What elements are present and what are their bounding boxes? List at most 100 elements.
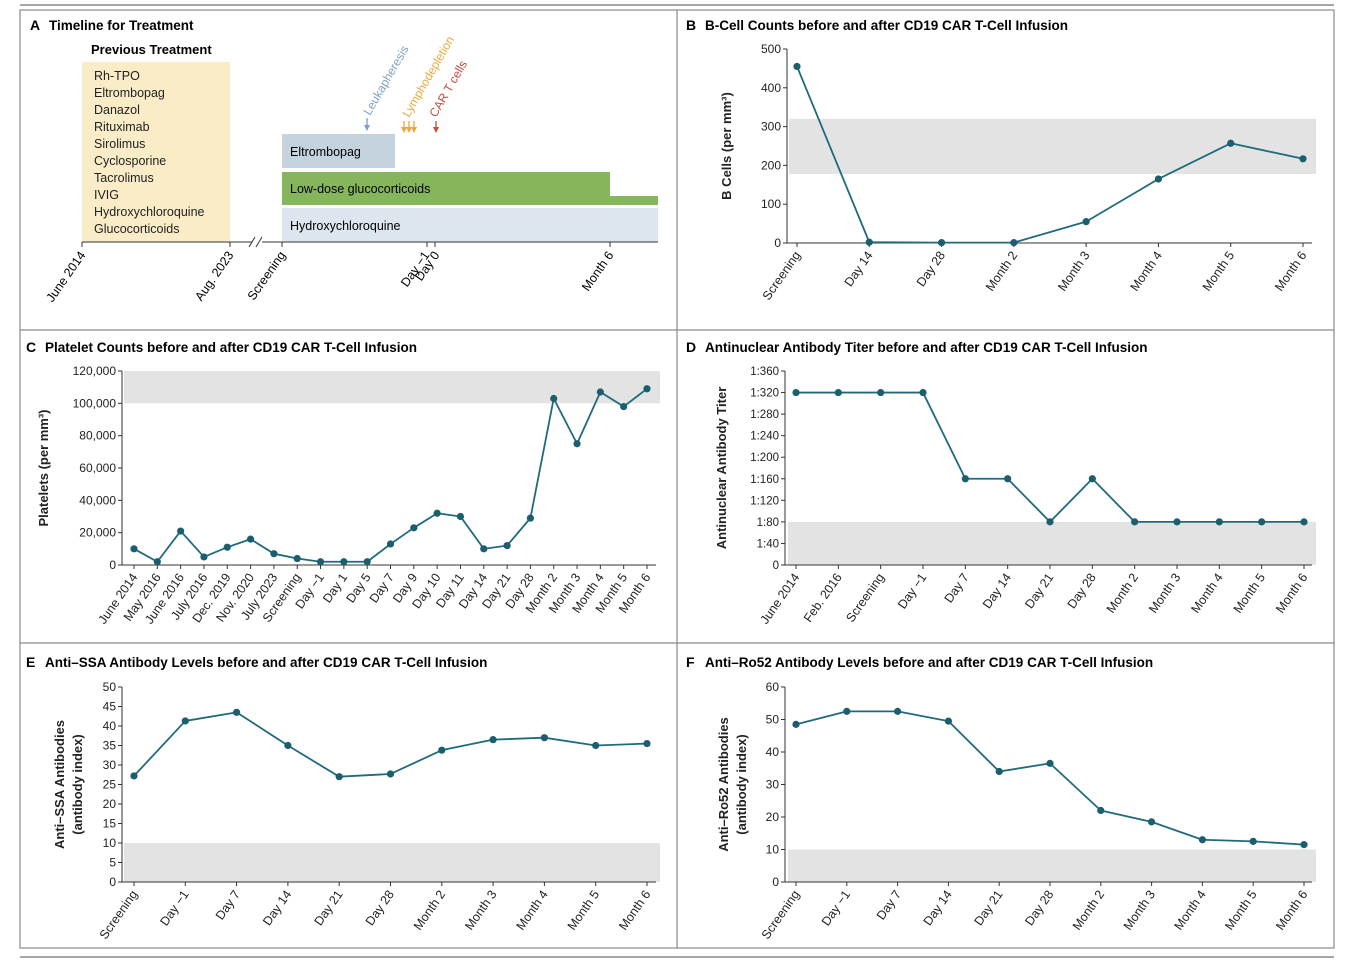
- data-point: [270, 550, 278, 558]
- y-tick-label: 300: [761, 120, 781, 134]
- y-tick-label: 1:120: [750, 495, 779, 507]
- y-axis-label: Platelets (per mm³): [36, 409, 51, 526]
- data-point: [1097, 806, 1105, 815]
- previous-treatment-item: Sirolimus: [94, 137, 145, 151]
- y-tick-label: 0: [772, 875, 779, 889]
- data-point: [843, 707, 851, 715]
- data-point: [620, 402, 628, 411]
- x-tick-label: Month 6: [1272, 249, 1309, 294]
- car-t-arrow: [433, 121, 439, 133]
- x-tick-label: Day −1: [157, 888, 191, 929]
- data-point: [386, 770, 395, 778]
- data-point: [335, 773, 343, 781]
- previous-treatment-list: Rh-TPO Eltrombopag Danazol Rituximab Sir…: [94, 69, 205, 236]
- timeline-ticks: [81, 242, 611, 247]
- timeline-label: Aug. 2023: [192, 249, 236, 304]
- y-tick-label: 10: [103, 836, 117, 850]
- x-tick-label: Day 14: [260, 888, 294, 929]
- x-tick-label: Month 4: [1171, 888, 1208, 933]
- x-tick-label: Month 3: [1146, 571, 1183, 616]
- x-tick-label: Month 4: [1128, 249, 1165, 294]
- data-point: [1300, 518, 1308, 526]
- x-tick-label: Day 14: [921, 888, 955, 929]
- x-tick-label: Day 14: [980, 571, 1014, 612]
- series-line: [796, 66, 1304, 244]
- data-point: [834, 388, 842, 397]
- panel-d-title: Antinuclear Antibody Titer before and af…: [705, 340, 1148, 355]
- data-point: [877, 388, 885, 397]
- y-tick-label: 45: [103, 700, 117, 714]
- y-tick-label: 40: [766, 745, 780, 759]
- data-point: [961, 475, 969, 483]
- data-point: [410, 524, 418, 532]
- panel-b-letter: B: [686, 17, 696, 33]
- data-point: [340, 558, 348, 566]
- data-point: [223, 543, 231, 551]
- data-point: [1198, 836, 1206, 844]
- y-tick-label: 0: [109, 558, 116, 572]
- y-tick-label: 60,000: [79, 461, 116, 475]
- y-axis-label-units: (antibody index): [70, 734, 85, 834]
- data-point: [438, 746, 446, 754]
- lymphodepletion-arrows: [401, 121, 417, 133]
- data-point: [995, 767, 1003, 776]
- data-point: [1046, 759, 1054, 767]
- panel-d-letter: D: [686, 339, 696, 355]
- data-point: [153, 558, 161, 566]
- data-point: [894, 707, 902, 715]
- y-tick-label: 1:240: [750, 431, 779, 443]
- reference-range-band: [788, 521, 1316, 565]
- timeline-tick-labels: June 2014 Aug. 2023 Screening Day −1 Day…: [43, 249, 616, 305]
- data-point: [573, 440, 581, 448]
- y-tick-label: 10: [766, 843, 780, 857]
- data-point: [1299, 155, 1307, 163]
- data-point: [1010, 239, 1018, 247]
- y-tick-label: 5: [109, 856, 116, 870]
- data-point: [1249, 837, 1257, 845]
- data-point: [1300, 841, 1308, 849]
- panel-a-title: Timeline for Treatment: [49, 18, 194, 33]
- anti-ssa-chart: 0 5 10 15 20 25 30 35 40 45 50 Anti–SSA Antibodies(…: [52, 680, 660, 942]
- y-tick-label: 35: [103, 739, 117, 753]
- data-point: [181, 717, 189, 725]
- x-tick-label: Month 2: [983, 249, 1020, 294]
- hydroxychloroquine-bar-label: Hydroxychloroquine: [290, 219, 401, 233]
- data-point: [363, 558, 371, 566]
- y-tick-label: 200: [761, 158, 781, 172]
- data-point: [130, 545, 138, 553]
- data-point: [200, 553, 208, 561]
- x-tick-label: Day −1: [819, 888, 853, 929]
- x-tick-label: Feb. 2016: [801, 571, 845, 625]
- y-axis-label: Anti–SSA Antibodies: [52, 720, 67, 849]
- anti-ro52-chart: 0 10 20 30 40 50 60 Anti–Ro52 Antibodies (antibo…: [716, 680, 1316, 942]
- y-tick-label: 40: [103, 719, 117, 733]
- y-tick-label: 40,000: [79, 493, 116, 507]
- glucocorticoid-bar-label: Low-dose glucocorticoids: [290, 182, 430, 196]
- panel-f-title: Anti–Ro52 Antibody Levels before and aft…: [705, 655, 1153, 670]
- y-axis-label-units: (antibody index): [734, 734, 749, 834]
- data-point: [1227, 139, 1235, 147]
- y-tick-label: 50: [103, 680, 117, 694]
- x-tick-label: Screening: [760, 249, 804, 303]
- leukapheresis-arrow: [364, 118, 370, 131]
- x-tick-label: Day 21: [311, 888, 345, 929]
- data-point: [433, 509, 441, 517]
- data-point: [596, 388, 604, 396]
- data-point: [386, 540, 395, 548]
- data-point: [1154, 175, 1163, 183]
- data-point: [792, 720, 800, 728]
- panel-b-title: B-Cell Counts before and after CD19 CAR …: [705, 18, 1068, 33]
- x-tick-label: Day 7: [942, 571, 972, 606]
- series-line: [133, 388, 648, 563]
- data-point: [1173, 518, 1181, 526]
- y-tick-label: 50: [766, 713, 780, 727]
- data-point: [316, 558, 325, 566]
- previous-treatment-item: Cyclosporine: [94, 154, 166, 168]
- data-point: [503, 542, 511, 550]
- panel-e-letter: E: [26, 654, 35, 670]
- x-tick-label: Day 7: [874, 888, 904, 923]
- timeline-label: Month 6: [579, 249, 616, 294]
- data-point: [643, 385, 651, 393]
- eltrombopag-bar: [282, 134, 395, 168]
